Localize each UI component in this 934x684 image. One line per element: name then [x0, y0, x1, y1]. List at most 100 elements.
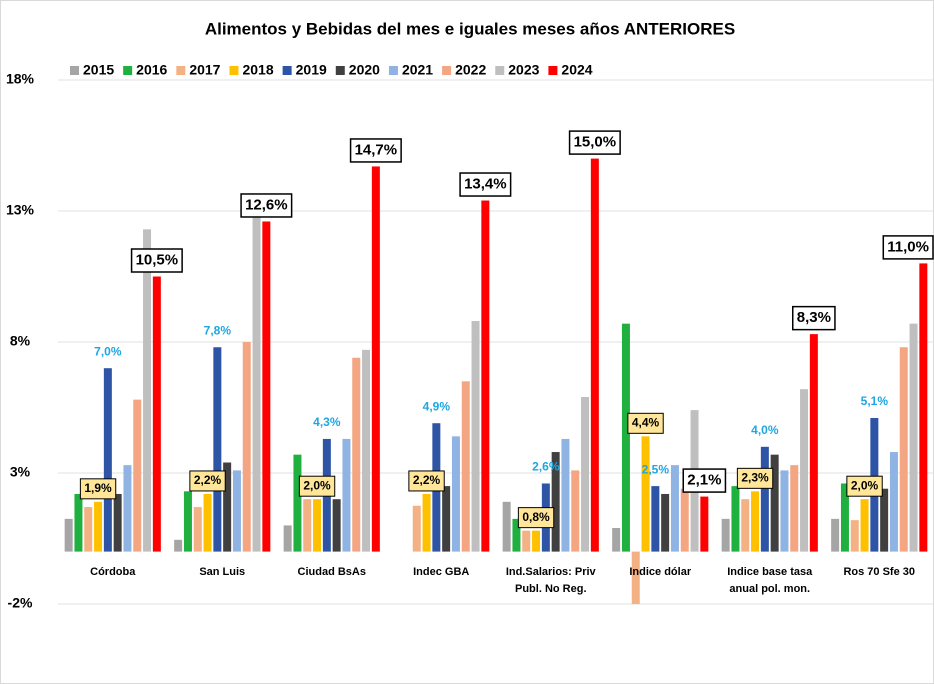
bar: [919, 263, 928, 552]
data-label: 15,0%: [574, 134, 617, 151]
bar: [800, 389, 809, 552]
bar: [680, 488, 689, 552]
x-tick-label: Ros 70 Sfe 30: [843, 566, 916, 578]
y-tick-label: 13%: [6, 202, 35, 218]
bar: [780, 470, 789, 552]
bar: [502, 501, 511, 552]
bar: [561, 438, 570, 552]
data-label: 2,2%: [413, 473, 441, 487]
data-label: 0,8%: [522, 510, 550, 524]
bar: [451, 436, 460, 552]
data-label: 8,3%: [797, 309, 831, 326]
x-tick-label: Ciudad BsAs: [297, 566, 366, 578]
bar: [262, 221, 271, 552]
data-label-box: [736, 467, 774, 489]
bar: [651, 486, 660, 552]
data-label-box: [189, 470, 226, 492]
legend-label: 2022: [455, 62, 486, 78]
bar: [522, 530, 531, 552]
data-label: 4,4%: [632, 415, 660, 429]
bar: [94, 501, 103, 552]
legend-swatch: [388, 66, 398, 75]
y-tick-label: 18%: [6, 71, 35, 87]
bar: [362, 349, 371, 552]
data-label: 14,7%: [355, 141, 398, 158]
bar: [899, 347, 908, 552]
bar: [352, 357, 361, 552]
bar: [174, 539, 183, 552]
data-label: 5,1%: [861, 394, 889, 408]
data-label: 2,3%: [741, 471, 769, 485]
data-label: 4,3%: [313, 415, 341, 429]
bar: [571, 470, 580, 552]
bar: [741, 499, 750, 552]
legend-swatch: [176, 66, 186, 75]
bar: [143, 229, 152, 552]
data-label-box: [408, 470, 445, 492]
bar: [512, 518, 521, 552]
bar: [751, 491, 760, 552]
bar: [850, 520, 859, 552]
bar: [74, 493, 83, 552]
legend-swatch: [548, 66, 558, 75]
bar: [909, 323, 918, 552]
bar: [412, 505, 421, 552]
bar: [64, 518, 73, 552]
bar: [84, 507, 93, 552]
bar: [152, 276, 161, 552]
y-tick-label: -2%: [8, 595, 33, 611]
bar: [641, 436, 650, 552]
bar: [670, 465, 679, 552]
bar: [332, 499, 341, 552]
bar: [442, 486, 451, 552]
bar: [889, 452, 898, 552]
data-label-box: [627, 412, 664, 434]
data-label: 4,0%: [751, 423, 779, 437]
data-label: 2,5%: [642, 462, 670, 476]
data-label: 4,9%: [423, 399, 451, 413]
bar: [242, 342, 251, 552]
legend-label: 2018: [242, 62, 273, 78]
legend-label: 2023: [508, 62, 539, 78]
data-label: 7,8%: [204, 323, 232, 337]
data-label-box: [79, 478, 117, 500]
bar: [422, 493, 431, 552]
legend-label: 2019: [296, 62, 327, 78]
data-label-box: [568, 130, 621, 155]
bar: [203, 493, 212, 552]
legend-swatch: [70, 66, 79, 75]
bar: [133, 399, 142, 552]
chart-title: Alimentos y Bebidas del mes e iguales me…: [205, 19, 735, 38]
bar: [621, 323, 630, 552]
bar: [342, 438, 351, 552]
bar: [293, 454, 302, 552]
bar: [760, 446, 769, 552]
bar: [880, 488, 889, 552]
bar: [590, 158, 599, 552]
bar: [831, 518, 840, 552]
bar: [790, 465, 799, 552]
data-label: 7,0%: [94, 344, 122, 358]
y-tick-label: 8%: [10, 333, 31, 349]
data-label-box: [349, 138, 402, 163]
legend-label: 2020: [349, 62, 380, 78]
bar: [371, 166, 380, 552]
bar: [661, 493, 670, 552]
data-label: 2,0%: [851, 478, 879, 492]
bar: [193, 507, 202, 552]
data-label: 2,2%: [194, 473, 222, 487]
bar: [223, 462, 232, 552]
legend-label: 2024: [561, 62, 592, 78]
bar: [113, 493, 122, 552]
data-label-box: [298, 475, 336, 497]
bar: [313, 499, 322, 552]
legend-swatch: [442, 66, 452, 75]
y-tick-label: 3%: [10, 464, 31, 480]
bar: [213, 347, 222, 552]
legend-label: 2016: [136, 62, 167, 78]
data-label-box: [459, 172, 512, 197]
legend-label: 2015: [83, 62, 114, 78]
data-label-box: [517, 507, 555, 529]
